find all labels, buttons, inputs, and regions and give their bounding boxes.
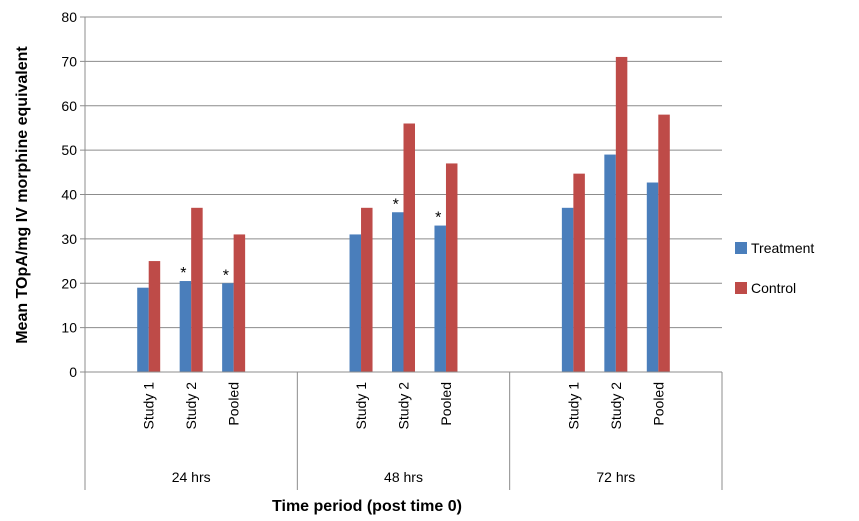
significance-star: * [435,210,441,227]
y-tick-label: 10 [61,320,77,336]
x-tick-label: Study 2 [608,382,624,430]
bar-control [191,207,203,372]
group-label: 72 hrs [596,469,635,485]
y-tick-label: 20 [61,275,77,291]
significance-star: * [223,267,229,284]
bar-control [573,173,585,372]
bar-control [615,56,628,372]
legend-swatch [735,282,747,294]
y-tick-label: 40 [61,187,77,203]
x-tick-label: Pooled [438,382,454,426]
bar-treatment [561,207,574,372]
y-tick-label: 30 [61,231,77,247]
y-tick-label: 0 [69,364,77,380]
bar-treatment [392,212,404,372]
x-tick-label: Study 1 [565,382,581,430]
x-tick-label: Study 1 [141,382,157,430]
x-tick-label: Pooled [226,382,242,426]
x-tick-label: Study 2 [396,382,412,430]
y-tick-label: 50 [61,142,77,158]
bar-treatment [179,281,192,372]
significance-star: * [180,265,186,282]
bar-control [148,261,161,372]
group-label: 24 hrs [172,469,211,485]
y-tick-label: 60 [61,98,77,114]
bar-control [361,207,373,372]
bar-treatment [604,154,616,372]
y-tick-label: 70 [61,53,77,69]
y-tick-labels: 0 10 20 30 40 50 60 70 80 [61,9,77,380]
bar-control [445,163,458,372]
bar-treatment [434,225,446,372]
group-label: 48 hrs [384,469,423,485]
legend-label: Control [751,280,796,296]
bar-treatment [646,182,659,372]
x-axis-title: Time period (post time 0) [272,498,462,515]
significance-star: * [393,196,399,213]
bar-treatment [137,287,149,372]
legend: Treatment Control [735,240,814,296]
legend-swatch [735,242,747,254]
y-tick-label: 80 [61,9,77,25]
significance-annotations: * * * * [180,196,441,284]
axes [80,16,723,490]
x-tick-labels: Study 1 Study 2 Pooled 24 hrs Study 1 Study 2… [141,382,667,485]
bar-control [233,234,246,372]
bar-treatment [349,234,362,372]
bar-control [403,123,415,372]
x-tick-label: Pooled [650,382,666,426]
bar-control [658,114,670,372]
x-tick-label: Study 2 [183,382,199,430]
x-tick-label: Study 1 [353,382,369,430]
bar-treatment [222,283,234,372]
y-axis-title: Mean TOpA/mg IV morphine equivalent [14,46,31,344]
bars [137,56,670,372]
legend-label: Treatment [751,240,814,256]
